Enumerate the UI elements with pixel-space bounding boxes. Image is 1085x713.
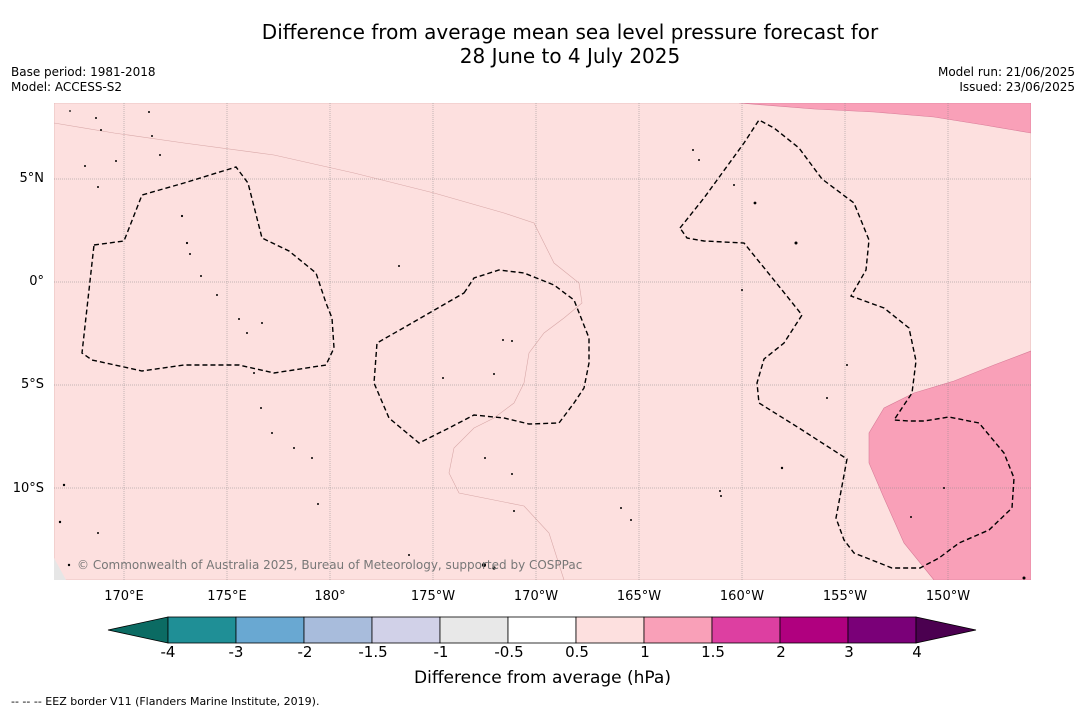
colorbar-segment xyxy=(711,616,781,644)
colorbar-segment xyxy=(439,616,509,644)
base-period-text: Base period: 1981-2018 xyxy=(11,65,156,79)
lon-label-170w: 170°W xyxy=(513,589,559,604)
colorbar-tick: 3 xyxy=(844,643,854,661)
lat-label-0: 0° xyxy=(29,274,44,289)
colorbar-segments xyxy=(107,616,977,644)
lon-label-160w: 160°W xyxy=(719,589,765,604)
anomaly-region-1-1.5-north xyxy=(738,103,1031,134)
map-area[interactable] xyxy=(54,103,1031,580)
colorbar-tick: 4 xyxy=(912,643,922,661)
colorbar-tick: -0.5 xyxy=(494,643,524,661)
colorbar-tick: 1 xyxy=(640,643,650,661)
colorbar-tick: -4 xyxy=(160,643,176,661)
eez-footnote: -- -- -- EEZ border V11 (Flanders Marine… xyxy=(11,695,320,708)
colorbar-segment xyxy=(235,616,305,644)
graticule xyxy=(54,103,1031,580)
eez-border-east xyxy=(679,119,1015,569)
lon-label-155w: 155°W xyxy=(822,589,868,604)
colorbar-segment xyxy=(575,616,645,644)
map-svg xyxy=(54,103,1031,580)
lat-label-5s: 5°S xyxy=(20,377,44,392)
antarctic-corner xyxy=(54,558,66,580)
colorbar-tick: 2 xyxy=(776,643,786,661)
colorbar-segment xyxy=(167,616,237,644)
colorbar-tick: -1.5 xyxy=(358,643,388,661)
colorbar-tick: 0.5 xyxy=(565,643,589,661)
colorbar-tick: -1 xyxy=(433,643,449,661)
meta-left: Base period: 1981-2018 Model: ACCESS-S2 xyxy=(11,65,156,95)
model-run-text: Model run: 21/06/2025 xyxy=(937,65,1075,79)
anomaly-region-1-1.5-south xyxy=(868,350,1031,580)
lon-label-175w: 175°W xyxy=(410,589,456,604)
colorbar-segment xyxy=(371,616,441,644)
colorbar-segment xyxy=(847,616,917,644)
colorbar-segment xyxy=(507,616,577,644)
colorbar-segment xyxy=(303,616,373,644)
colorbar-tick: -2 xyxy=(297,643,313,661)
lon-label-175e: 175°E xyxy=(207,589,247,604)
colorbar xyxy=(107,616,977,644)
colorbar-extend-low xyxy=(107,616,169,644)
colorbar-tick: 1.5 xyxy=(701,643,725,661)
colorbar-tick: -3 xyxy=(228,643,244,661)
title-line-2: 28 June to 4 July 2025 xyxy=(459,44,681,68)
eez-border-central xyxy=(373,269,590,444)
meta-right: Model run: 21/06/2025 Issued: 23/06/2025 xyxy=(938,65,1075,95)
eez-borders xyxy=(81,119,1015,569)
colorbar-extend-high xyxy=(915,616,977,644)
copyright-text: © Commonwealth of Australia 2025, Bureau… xyxy=(77,558,583,572)
title-line-1: Difference from average mean sea level p… xyxy=(261,20,879,44)
islands xyxy=(58,110,1026,580)
colorbar-segment xyxy=(643,616,713,644)
issued-text: Issued: 23/06/2025 xyxy=(959,80,1075,94)
lon-label-180: 180° xyxy=(314,589,346,604)
map-title: Difference from average mean sea level p… xyxy=(0,20,1085,68)
colorbar-label: Difference from average (hPa) xyxy=(414,668,671,688)
colorbar-segment xyxy=(779,616,849,644)
lon-label-165w: 165°W xyxy=(616,589,662,604)
lon-label-170e: 170°E xyxy=(104,589,144,604)
lat-label-5n: 5°N xyxy=(19,171,45,186)
lon-label-150w: 150°W xyxy=(925,589,971,604)
model-text: Model: ACCESS-S2 xyxy=(11,80,123,94)
anomaly-region-0.5-1 xyxy=(54,103,1031,580)
lat-label-10s: 10°S xyxy=(12,481,44,496)
